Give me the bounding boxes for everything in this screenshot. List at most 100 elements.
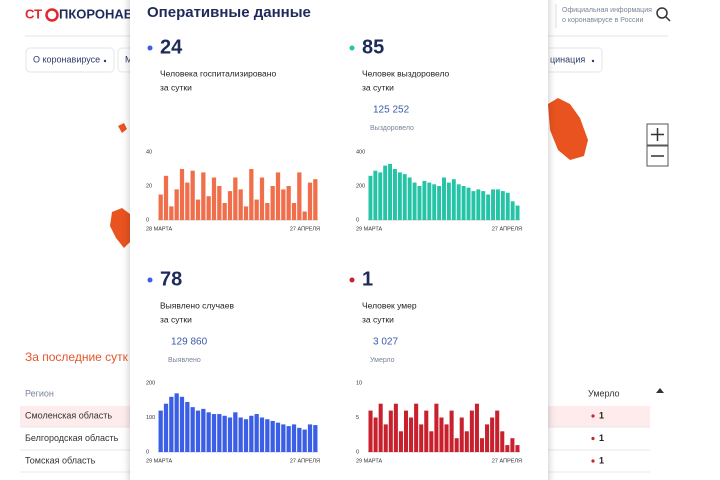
- y-tick-label: 10: [356, 380, 362, 386]
- bar: [393, 169, 397, 220]
- y-tick-label: 20: [146, 183, 152, 189]
- table-header: Регион: [25, 388, 54, 398]
- bar: [238, 417, 243, 452]
- bar: [222, 415, 227, 452]
- bar: [265, 419, 270, 452]
- bar: [378, 172, 383, 220]
- card-total: 129 860: [171, 337, 208, 348]
- nav-item[interactable]: М: [125, 54, 133, 64]
- bar: [490, 417, 495, 452]
- header-info: Официальная информация: [562, 7, 652, 14]
- bar: [211, 414, 217, 452]
- bar: [491, 189, 495, 220]
- bar: [449, 410, 454, 452]
- region-name: Смоленская область: [25, 410, 112, 420]
- bar: [174, 393, 179, 452]
- card-label: Человек выздоровело: [362, 68, 450, 78]
- bar: [275, 422, 281, 452]
- died-count: 1: [599, 433, 604, 443]
- bar: [429, 431, 434, 452]
- card-label: за сутки: [160, 314, 192, 324]
- y-tick-label: 5: [356, 415, 359, 421]
- bar: [286, 186, 291, 220]
- x-tick-label: 29 МАРТА: [146, 458, 172, 464]
- bar: [424, 410, 429, 452]
- x-tick-label: 27 АПРЕЛЯ: [290, 226, 320, 232]
- bar: [201, 408, 206, 452]
- died-count: 1: [599, 410, 604, 420]
- card-dot: [147, 277, 153, 283]
- bar: [451, 179, 456, 220]
- bar: [169, 206, 174, 220]
- bar: [515, 445, 520, 452]
- bar: [505, 445, 510, 452]
- data-panel: [130, 0, 548, 480]
- bar: [313, 425, 318, 452]
- bar: [233, 177, 238, 220]
- bar: [217, 414, 222, 452]
- card-label: за сутки: [362, 82, 394, 92]
- card-label: за сутки: [160, 82, 192, 92]
- bar: [238, 189, 243, 220]
- card-value: 85: [362, 36, 384, 58]
- died-count: 1: [599, 455, 604, 465]
- bar: [206, 412, 211, 452]
- card-label: Человек умер: [362, 300, 417, 310]
- bar: [211, 177, 217, 220]
- bar: [206, 196, 211, 220]
- bar: [307, 182, 313, 220]
- bar: [307, 424, 313, 452]
- bar: [254, 199, 259, 220]
- bar: [233, 412, 238, 452]
- bar: [265, 203, 270, 220]
- bar: [434, 403, 439, 452]
- y-tick-label: 0: [356, 449, 359, 455]
- bar: [158, 194, 163, 220]
- nav-item[interactable]: цинация: [550, 54, 585, 64]
- bar: [461, 186, 466, 220]
- bar: [454, 438, 459, 452]
- logo[interactable]: ПКОРОНАВИ: [59, 6, 143, 21]
- bar: [281, 424, 286, 452]
- bar: [179, 396, 185, 452]
- nav-button[interactable]: [25, 47, 115, 73]
- bar: [485, 424, 490, 452]
- bar: [270, 420, 275, 452]
- logo[interactable]: СТ: [25, 6, 42, 21]
- bar: [302, 429, 307, 452]
- bar: [243, 206, 249, 220]
- bar: [227, 417, 233, 452]
- bar: [275, 172, 281, 220]
- y-tick-label: 40: [146, 149, 152, 155]
- bar: [398, 431, 403, 452]
- bar: [495, 410, 500, 452]
- y-tick-label: 100: [146, 415, 155, 421]
- card-value: 24: [160, 36, 183, 58]
- bar: [378, 403, 383, 452]
- bar: [446, 182, 451, 220]
- bar: [291, 203, 297, 220]
- y-tick-label: 200: [356, 183, 365, 189]
- nav-item[interactable]: О коронавирусе: [33, 54, 100, 64]
- card-total-label: Умерло: [370, 357, 395, 364]
- bar: [466, 187, 471, 220]
- region-name: Томская область: [25, 455, 96, 465]
- zoom-in-icon: [651, 128, 664, 141]
- scroll-arrow[interactable]: [656, 388, 664, 393]
- bar: [158, 410, 163, 452]
- bar: [510, 201, 515, 220]
- card-dot: [349, 45, 355, 51]
- bar: [500, 431, 505, 452]
- card-dot: [349, 277, 355, 283]
- bar: [185, 401, 190, 452]
- bar: [505, 192, 510, 220]
- bar: [500, 191, 505, 220]
- bar: [368, 175, 373, 220]
- bar: [419, 424, 424, 452]
- bar: [402, 174, 407, 220]
- search-icon[interactable]: [656, 7, 671, 22]
- region-name: Белгородская область: [25, 433, 119, 443]
- status-dot: [591, 459, 595, 463]
- x-tick-label: 29 МАРТА: [356, 458, 382, 464]
- bar: [270, 186, 275, 220]
